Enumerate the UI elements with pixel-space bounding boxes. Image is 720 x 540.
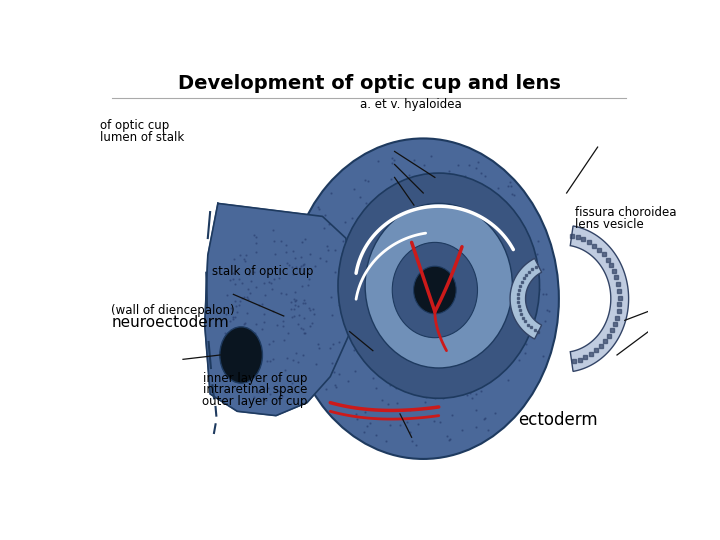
Text: lumen of stalk: lumen of stalk [100, 131, 184, 144]
Polygon shape [292, 350, 508, 411]
Polygon shape [510, 259, 541, 339]
Text: neuroectoderm: neuroectoderm [111, 315, 229, 330]
Text: of optic cup: of optic cup [100, 119, 169, 132]
Text: a. et v. hyaloidea: a. et v. hyaloidea [360, 98, 462, 111]
Text: outer layer of cup: outer layer of cup [202, 395, 307, 408]
Polygon shape [204, 204, 354, 416]
Ellipse shape [220, 327, 262, 383]
Polygon shape [570, 226, 629, 372]
Text: (wall of diencepalon): (wall of diencepalon) [111, 303, 235, 316]
Ellipse shape [287, 138, 559, 459]
Ellipse shape [365, 204, 513, 368]
Text: ectoderm: ectoderm [518, 411, 598, 429]
Text: lens vesicle: lens vesicle [575, 218, 644, 231]
Text: fissura choroidea: fissura choroidea [575, 206, 677, 219]
Ellipse shape [392, 242, 477, 338]
Ellipse shape [413, 266, 456, 314]
Ellipse shape [338, 173, 539, 399]
Text: inner layer of cup: inner layer of cup [203, 372, 307, 385]
Text: Development of optic cup and lens: Development of optic cup and lens [178, 75, 560, 93]
Text: intraretinal space: intraretinal space [203, 383, 307, 396]
Text: stalk of optic cup: stalk of optic cup [212, 265, 314, 278]
